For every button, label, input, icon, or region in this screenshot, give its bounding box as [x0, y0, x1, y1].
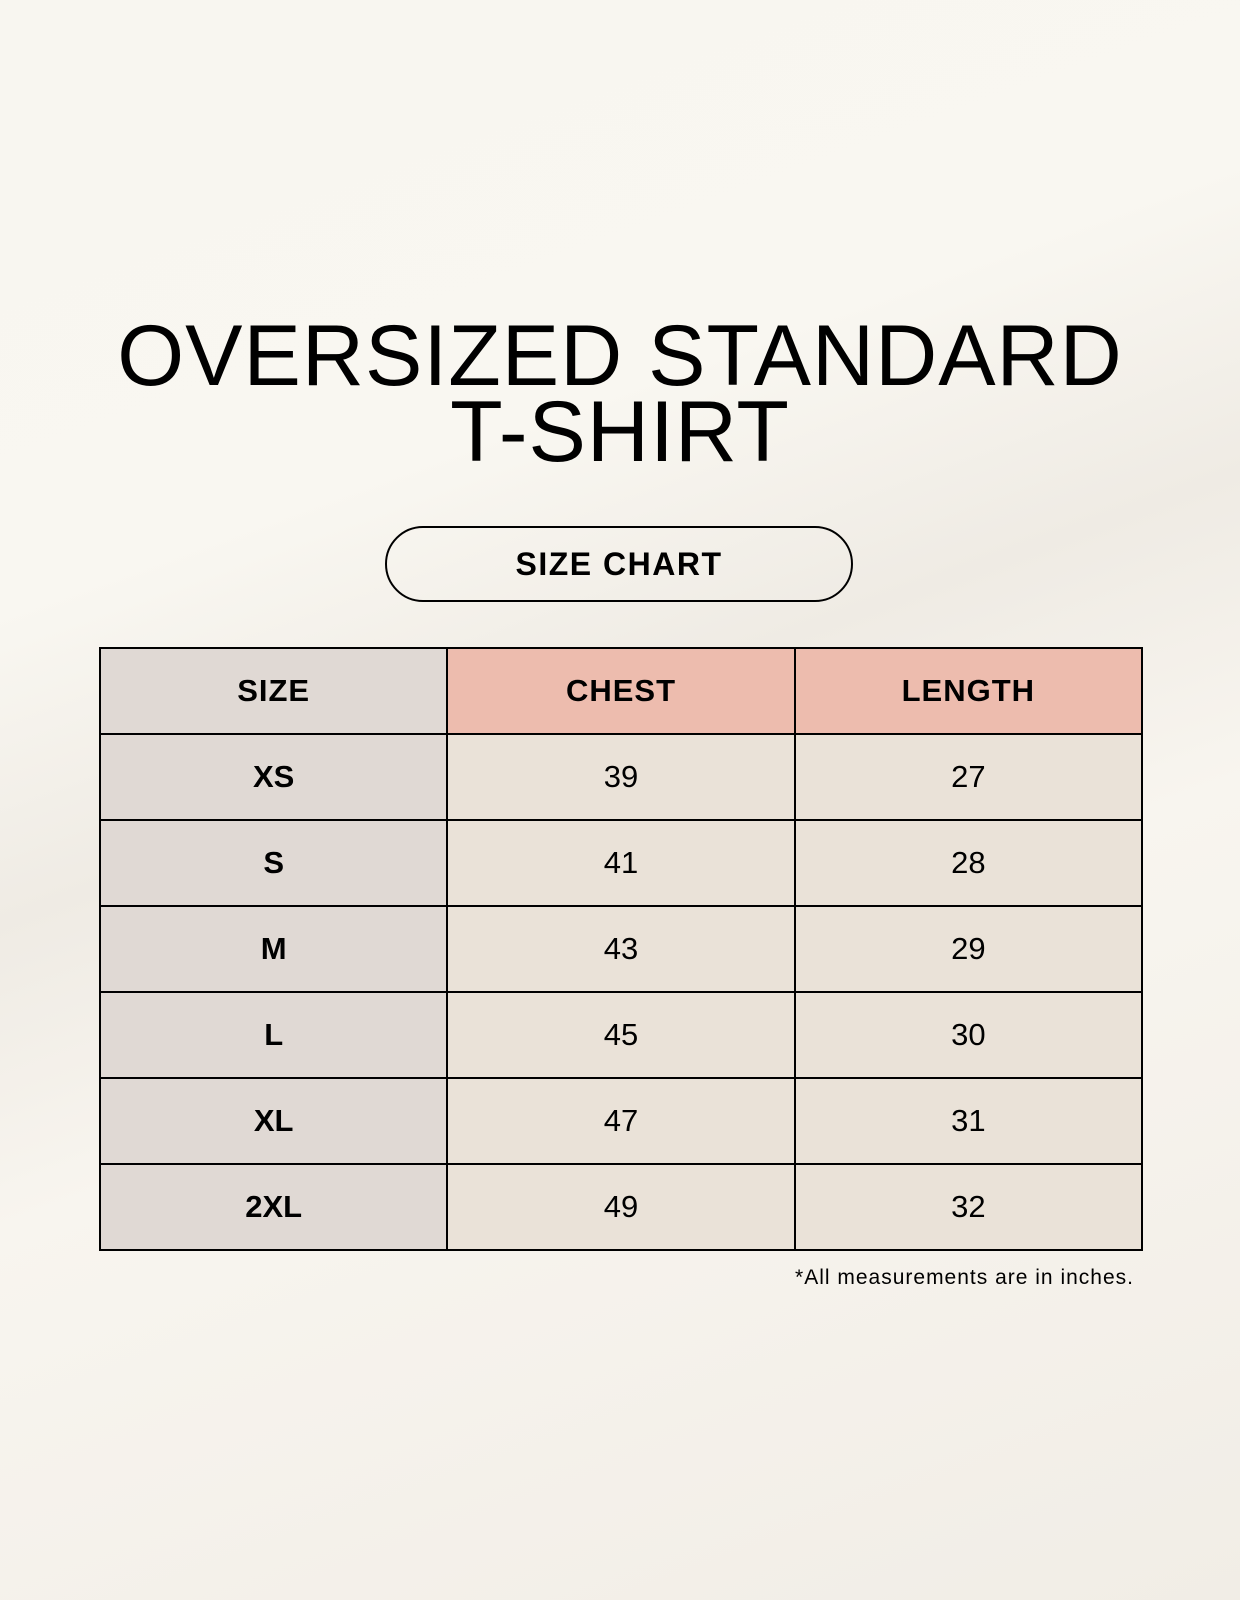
cell-size: L: [98, 991, 449, 1079]
header-length: LENGTH: [793, 647, 1144, 735]
cell-chest: 47: [446, 1077, 796, 1165]
title-line-2: T-SHIRT: [450, 384, 790, 480]
cell-size: 2XL: [98, 1163, 449, 1251]
cell-length: 30: [793, 991, 1144, 1079]
header-size: SIZE: [98, 647, 449, 735]
cell-length: 31: [793, 1077, 1144, 1165]
cell-chest: 43: [446, 905, 796, 993]
cell-length: 28: [793, 819, 1144, 907]
footnote: *All measurements are in inches.: [795, 1266, 1134, 1289]
header-chest: CHEST: [446, 647, 796, 735]
cell-chest: 39: [446, 733, 796, 821]
table-row: XS 39 27: [98, 733, 1144, 821]
table-row: M 43 29: [98, 905, 1144, 993]
cell-chest: 41: [446, 819, 796, 907]
table-row: XL 47 31: [98, 1077, 1144, 1165]
cell-chest: 49: [446, 1163, 796, 1251]
cell-length: 32: [793, 1163, 1144, 1251]
page-title: OVERSIZED STANDARD T-SHIRT: [0, 308, 1240, 480]
size-table: SIZE CHEST LENGTH XS 39 27 S 41 28 M 43 29 L 45 30 X…: [98, 647, 1144, 1251]
cell-size: M: [98, 905, 449, 993]
cell-size: S: [98, 819, 449, 907]
title-line-1: OVERSIZED STANDARD: [117, 308, 1123, 404]
cell-chest: 45: [446, 991, 796, 1079]
table-row: L 45 30: [98, 991, 1144, 1079]
header-row: SIZE CHEST LENGTH: [98, 647, 1144, 735]
cell-size: XL: [98, 1077, 449, 1165]
table-row: 2XL 49 32: [98, 1163, 1144, 1251]
size-chart-badge: SIZE CHART: [385, 526, 853, 602]
cell-length: 27: [793, 733, 1144, 821]
table-row: S 41 28: [98, 819, 1144, 907]
cell-size: XS: [98, 733, 449, 821]
cell-length: 29: [793, 905, 1144, 993]
